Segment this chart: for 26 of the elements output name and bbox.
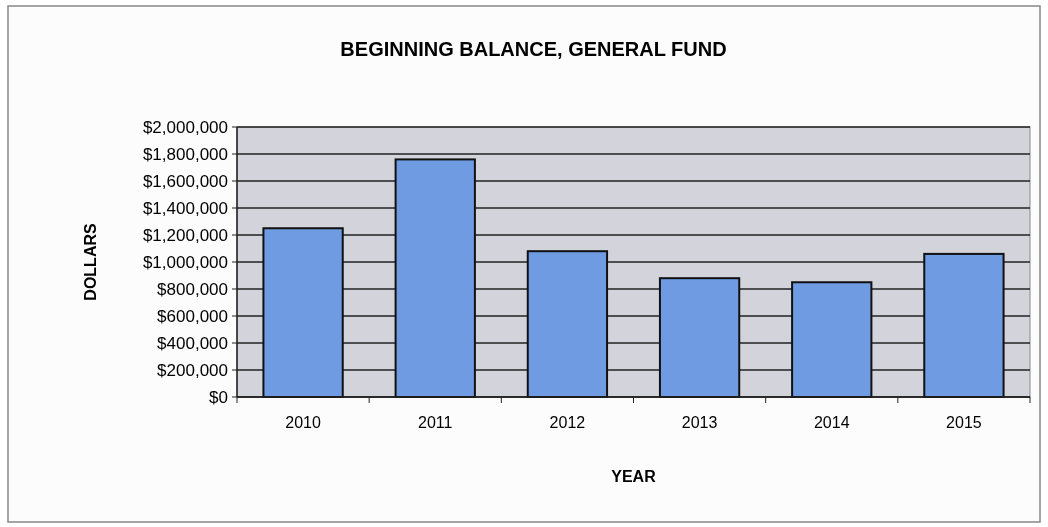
y-tick-label: $600,000 bbox=[157, 306, 228, 326]
bar bbox=[923, 252, 1005, 398]
x-tick-label: 2010 bbox=[285, 414, 321, 431]
y-tick-label: $1,000,000 bbox=[142, 252, 228, 272]
y-axis-title: DOLLARS bbox=[82, 223, 99, 301]
y-tick-label: $0 bbox=[209, 387, 228, 407]
x-tick-label: 2014 bbox=[813, 414, 850, 431]
y-tick-label: $1,200,000 bbox=[142, 225, 228, 245]
chart-title: BEGINNING BALANCE, GENERAL FUND bbox=[340, 38, 727, 60]
y-tick-label: $800,000 bbox=[157, 279, 228, 299]
bar bbox=[262, 227, 344, 398]
bar bbox=[658, 277, 741, 398]
y-tick-label: $1,400,000 bbox=[142, 198, 228, 218]
bar bbox=[526, 250, 609, 398]
bar bbox=[394, 158, 476, 398]
x-tick-label: 2015 bbox=[946, 414, 982, 431]
bar bbox=[791, 281, 873, 398]
y-tick-label: $200,000 bbox=[157, 360, 228, 380]
y-tick-label: $2,000,000 bbox=[142, 117, 228, 137]
x-axis-title: YEAR bbox=[611, 468, 657, 485]
x-tick-label: 2012 bbox=[549, 414, 586, 431]
y-tick-label: $1,800,000 bbox=[142, 144, 228, 164]
x-tick-label: 2013 bbox=[681, 414, 718, 431]
x-tick-label: 2011 bbox=[418, 414, 453, 431]
y-tick-label: $400,000 bbox=[157, 333, 228, 353]
y-tick-label: $1,600,000 bbox=[142, 171, 228, 191]
